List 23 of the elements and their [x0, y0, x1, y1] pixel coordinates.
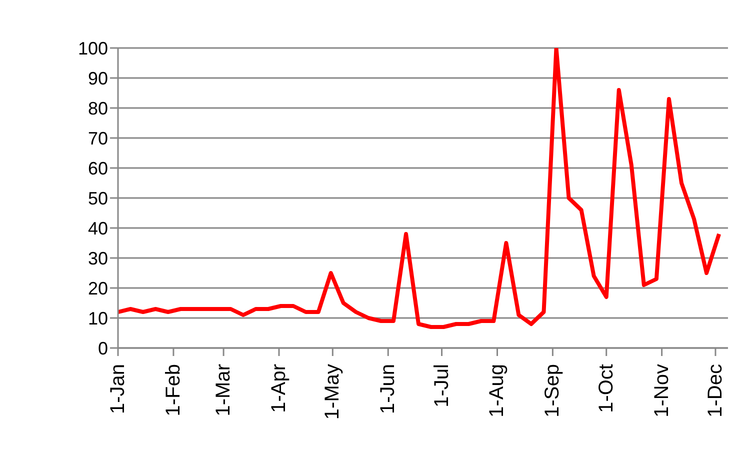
x-tick-label: 1-Dec	[704, 364, 726, 418]
y-tick-label: 30	[88, 248, 108, 268]
y-tick-label: 20	[88, 278, 108, 298]
y-tick-label: 70	[88, 128, 108, 148]
x-tick-label: 1-Feb	[162, 364, 184, 416]
x-tick-label: 1-Jun	[377, 364, 400, 414]
y-tick-label: 80	[88, 98, 108, 118]
y-tick-label: 40	[88, 218, 108, 238]
y-tick-label: 50	[88, 188, 108, 208]
x-tick-label: 1-Oct	[595, 364, 618, 413]
x-tick-label: 1-Mar	[212, 364, 235, 416]
x-tick-label: 1-Sep	[542, 364, 564, 418]
y-tick-label: 10	[88, 308, 108, 328]
x-tick-label: 1-May	[322, 364, 344, 420]
x-tick-label: 1-Aug	[486, 364, 508, 418]
y-tick-label: 100	[78, 38, 108, 58]
x-tick-label: 1-Apr	[268, 364, 290, 413]
x-tick-label: 1-Jan	[107, 364, 129, 414]
y-tick-label: 90	[88, 68, 108, 88]
x-tick-label: 1-Jul	[430, 364, 453, 408]
x-tick-label: 1-Nov	[650, 364, 673, 418]
y-tick-label: 0	[98, 338, 108, 358]
y-tick-label: 60	[88, 158, 108, 178]
